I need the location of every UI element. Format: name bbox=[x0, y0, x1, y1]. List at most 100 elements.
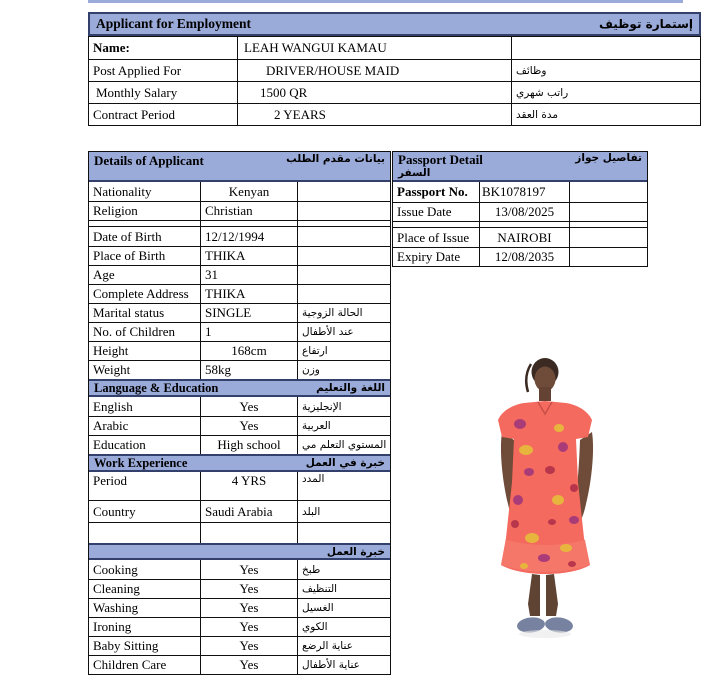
field-value: 2 YEARS bbox=[237, 104, 511, 125]
field-empty bbox=[569, 228, 647, 247]
field-label: Post Applied For bbox=[93, 62, 182, 78]
section-title-en: Language & Education bbox=[94, 380, 219, 395]
field-value: 58kg bbox=[200, 361, 297, 379]
field-label: Period bbox=[93, 473, 127, 488]
field-value: Yes bbox=[200, 580, 297, 598]
field-value: THIKA bbox=[200, 247, 297, 265]
field-label-arabic: الكوي bbox=[297, 618, 390, 636]
field-label-arabic bbox=[297, 266, 390, 284]
details-title-arabic: بيانات مقدم الطلب bbox=[286, 153, 385, 165]
field-value: 1 bbox=[200, 323, 297, 341]
header-title-arabic: إستمارة توظيف bbox=[598, 17, 693, 31]
section-header-work-experience: Work Experience خبرة في العمل bbox=[89, 454, 390, 472]
field-value: Saudi Arabia bbox=[200, 501, 297, 522]
passport-title-en: Passport Detail bbox=[398, 152, 483, 167]
header-title-en: Applicant for Employment bbox=[96, 16, 252, 31]
field-label: Marital status bbox=[93, 305, 165, 320]
field-value: Yes bbox=[200, 560, 297, 579]
field-label-arabic: الغسيل bbox=[297, 599, 390, 617]
table-row: Place of Issue NAIROBI bbox=[393, 227, 647, 247]
field-value: 1500 QR bbox=[237, 82, 511, 103]
field-empty bbox=[569, 182, 647, 202]
top-edge-bar bbox=[88, 0, 683, 3]
section-header-language-education: Language & Education اللغة والتعليم bbox=[89, 379, 390, 397]
field-empty bbox=[569, 248, 647, 266]
field-label-arabic: التنظيف bbox=[297, 580, 390, 598]
field-value: 31 bbox=[200, 266, 297, 284]
field-label: Issue Date bbox=[397, 204, 452, 219]
field-label: Children Care bbox=[93, 657, 167, 672]
field-label: Education bbox=[93, 437, 146, 452]
table-row: Arabic Yes العربية bbox=[89, 416, 390, 435]
field-label-arabic: ارتفاع bbox=[297, 342, 390, 360]
table-row: Country Saudi Arabia البلد bbox=[89, 500, 390, 522]
field-label-arabic bbox=[297, 247, 390, 265]
field-label-arabic: وظائف bbox=[511, 60, 700, 81]
table-row: Age 31 bbox=[89, 265, 390, 284]
table-row: Name: LEAH WANGUI KAMAU bbox=[89, 37, 700, 59]
field-label: Baby Sitting bbox=[93, 638, 159, 653]
field-label-arabic: المستوي التعلم مي bbox=[297, 436, 390, 454]
section-title-en: Work Experience bbox=[94, 455, 188, 470]
field-value: LEAH WANGUI KAMAU bbox=[237, 37, 511, 59]
passport-title-arabic-line2: السفر bbox=[398, 167, 431, 179]
field-label-arabic bbox=[297, 523, 390, 543]
table-row: English Yes الإنجليزية bbox=[89, 397, 390, 416]
table-row: Cooking Yes طبخ bbox=[89, 560, 390, 579]
field-label bbox=[89, 523, 200, 543]
field-label-arabic: راتب شهري bbox=[511, 82, 700, 103]
table-row: Baby Sitting Yes عناية الرضع bbox=[89, 636, 390, 655]
section-title-arabic: اللغة والتعليم bbox=[316, 382, 385, 394]
table-row: Ironing Yes الكوي bbox=[89, 617, 390, 636]
passport-detail-table: Passport Detail تفاصيل جواز السفر Passpo… bbox=[392, 151, 648, 267]
field-value: Yes bbox=[200, 618, 297, 636]
field-label: Height bbox=[93, 343, 129, 358]
field-label: English bbox=[93, 398, 133, 414]
table-row: Education High school المستوي التعلم مي bbox=[89, 435, 390, 454]
table-row: Washing Yes الغسيل bbox=[89, 598, 390, 617]
table-row: Cleaning Yes التنظيف bbox=[89, 579, 390, 598]
field-value: 4 YRS bbox=[200, 472, 297, 500]
field-value: Yes bbox=[200, 397, 297, 416]
field-value bbox=[200, 523, 297, 543]
field-value: 168cm bbox=[200, 342, 297, 360]
table-row: Expiry Date 12/08/2035 bbox=[393, 247, 647, 266]
field-value: 12/12/1994 bbox=[200, 227, 297, 246]
field-value: NAIROBI bbox=[479, 228, 569, 247]
details-title-en: Details of Applicant bbox=[94, 153, 204, 168]
field-label-arabic: عناية الأطفال bbox=[297, 656, 390, 674]
table-row: Marital status SINGLE الحالة الزوجية bbox=[89, 303, 390, 322]
table-row: Passport No. BK1078197 bbox=[393, 182, 647, 202]
field-value: 13/08/2025 bbox=[479, 203, 569, 221]
empty-row bbox=[89, 522, 390, 543]
field-label: Weight bbox=[93, 362, 131, 377]
passport-header: Passport Detail تفاصيل جواز السفر bbox=[393, 152, 647, 182]
table-row: Height 168cm ارتفاع bbox=[89, 341, 390, 360]
table-row: Post Applied For DRIVER/HOUSE MAID وظائف bbox=[89, 59, 700, 81]
field-value: Kenyan bbox=[200, 182, 297, 201]
field-value: BK1078197 bbox=[479, 182, 569, 202]
field-label: Place of Issue bbox=[397, 229, 470, 245]
field-label-arabic: العربية bbox=[297, 417, 390, 435]
field-value: Yes bbox=[200, 656, 297, 674]
table-row: Issue Date 13/08/2025 bbox=[393, 202, 647, 221]
field-value: Yes bbox=[200, 599, 297, 617]
table-row: Children Care Yes عناية الأطفال bbox=[89, 655, 390, 674]
field-label: Washing bbox=[93, 600, 139, 615]
field-label: Contract Period bbox=[93, 106, 175, 122]
field-label: Expiry Date bbox=[397, 249, 461, 264]
table-row: No. of Children 1 عند الأطفال bbox=[89, 322, 390, 341]
field-label: Arabic bbox=[93, 418, 129, 433]
passport-title-arabic-line1: تفاصيل جواز bbox=[575, 152, 642, 164]
field-value: High school bbox=[200, 436, 297, 454]
section-header-work-skills: خبرة العمل bbox=[89, 543, 390, 560]
table-row: Contract Period 2 YEARS مدة العقد bbox=[89, 103, 700, 125]
field-label: Passport No. bbox=[397, 184, 468, 199]
field-label-arabic bbox=[297, 227, 390, 246]
field-label-arabic: المدد bbox=[297, 472, 390, 500]
table-row: Weight 58kg وزن bbox=[89, 360, 390, 379]
field-label: Name: bbox=[93, 40, 130, 55]
table-row: Nationality Kenyan bbox=[89, 182, 390, 201]
field-label: Nationality bbox=[93, 183, 152, 199]
table-row: Place of Birth THIKA bbox=[89, 246, 390, 265]
